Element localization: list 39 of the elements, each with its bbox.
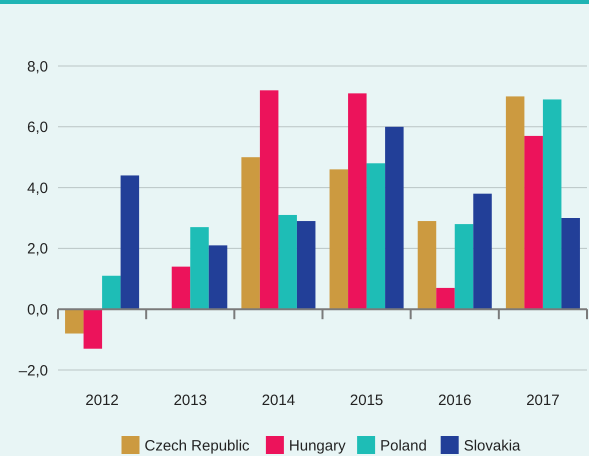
bar <box>330 169 348 310</box>
bar <box>506 96 524 310</box>
bar <box>260 90 278 310</box>
bar <box>241 157 260 310</box>
bar <box>348 93 367 310</box>
bar <box>542 99 562 310</box>
bar <box>436 288 455 310</box>
bar <box>120 175 140 310</box>
y-tick-label: 2,0 <box>27 240 48 258</box>
bar <box>172 266 190 310</box>
bar <box>524 136 543 310</box>
legend-label: Slovakia <box>464 437 522 454</box>
x-tick-label: 2014 <box>262 392 296 409</box>
legend-label: Hungary <box>288 437 346 454</box>
x-tick-label: 2013 <box>174 392 207 409</box>
x-tick-label: 2012 <box>85 392 119 409</box>
y-tick-label: –2,0 <box>18 362 48 380</box>
bar <box>65 309 84 334</box>
bar <box>296 221 316 310</box>
bar <box>385 126 404 310</box>
bar <box>366 163 386 310</box>
x-tick-label: 2015 <box>350 392 384 409</box>
x-tick-label: 2016 <box>438 392 472 409</box>
bar <box>84 309 102 349</box>
bar <box>418 221 436 310</box>
legend-label: Poland <box>380 437 427 454</box>
bar <box>102 276 121 310</box>
bar <box>190 227 209 310</box>
bar <box>208 245 228 310</box>
bar <box>473 194 492 310</box>
bar <box>278 214 297 310</box>
bar <box>561 218 580 310</box>
x-tick-label: 2017 <box>526 392 560 409</box>
y-tick-label: 6,0 <box>27 119 48 136</box>
y-tick-label: 4,0 <box>27 180 48 197</box>
bar <box>454 224 474 310</box>
legend-label: Czech Republic <box>144 437 250 454</box>
y-tick-label: 0,0 <box>27 301 48 318</box>
y-tick-label: 8,0 <box>27 58 48 76</box>
